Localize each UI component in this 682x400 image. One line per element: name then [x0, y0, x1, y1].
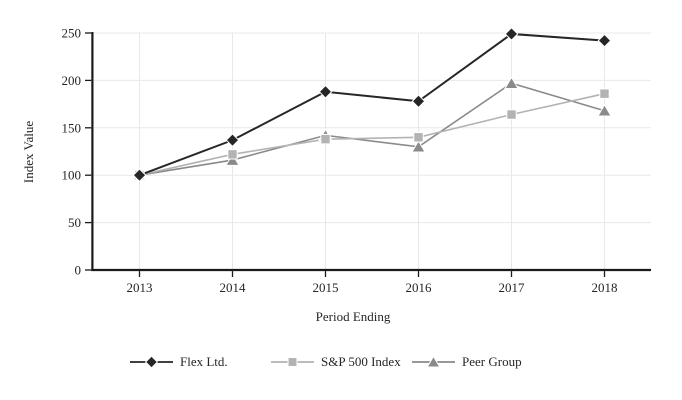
- diamond-marker-icon: [225, 133, 240, 148]
- square-marker-icon: [320, 133, 331, 145]
- x-tick-label: 2014: [220, 280, 247, 295]
- triangle-marker-icon: [426, 355, 441, 368]
- y-tick-label: 200: [62, 73, 82, 88]
- diamond-marker-icon: [132, 168, 147, 183]
- x-tick-label: 2018: [592, 280, 618, 295]
- square-marker-icon: [287, 357, 298, 367]
- legend-item: S&P 500 Index: [271, 352, 401, 372]
- triangle-marker-icon: [597, 103, 612, 117]
- series-line: [139, 32, 605, 177]
- square-marker-icon: [506, 109, 517, 120]
- series-line: [139, 92, 605, 176]
- square-marker-icon: [413, 132, 424, 143]
- series-line: [139, 82, 605, 176]
- triangle-marker-icon: [225, 153, 240, 166]
- y-tick-label: 150: [62, 120, 82, 135]
- y-tick-label: 250: [62, 26, 82, 41]
- legend-diamond-icon: [130, 355, 173, 369]
- diamond-marker-icon: [318, 84, 333, 99]
- y-tick-label: 100: [62, 168, 82, 183]
- diamond-marker-icon: [597, 33, 612, 48]
- legend-triangle-icon: [412, 355, 455, 368]
- x-tick-label: 2016: [406, 280, 433, 295]
- x-axis-title: Period Ending: [316, 309, 391, 324]
- y-axis-title: Index Value: [21, 121, 36, 183]
- legend-label: Flex Ltd.: [180, 354, 228, 369]
- diamond-marker-icon: [144, 355, 159, 369]
- triangle-marker-icon: [504, 76, 519, 90]
- diamond-marker-icon: [504, 27, 519, 41]
- x-tick-label: 2013: [127, 280, 153, 295]
- legend-item: Flex Ltd.: [130, 352, 228, 372]
- x-tick-label: 2017: [499, 280, 526, 295]
- square-marker-icon: [599, 88, 610, 99]
- diamond-marker-icon: [411, 94, 426, 109]
- y-tick-label: 50: [68, 215, 81, 230]
- legend-item: Peer Group: [412, 352, 522, 372]
- square-marker-icon: [227, 149, 238, 160]
- chart-legend: Flex Ltd. S&P 500 Index Peer Group: [0, 352, 682, 372]
- legend-square-icon: [271, 357, 314, 367]
- legend-label: S&P 500 Index: [321, 354, 401, 369]
- x-tick-label: 2015: [313, 280, 339, 295]
- y-tick-label: 0: [75, 263, 82, 278]
- chart-layers: 0 50 100 150 200 250 2013 2014 2015 2016 2017 2018: [62, 26, 651, 295]
- legend-label: Peer Group: [462, 354, 522, 369]
- triangle-marker-icon: [411, 139, 426, 153]
